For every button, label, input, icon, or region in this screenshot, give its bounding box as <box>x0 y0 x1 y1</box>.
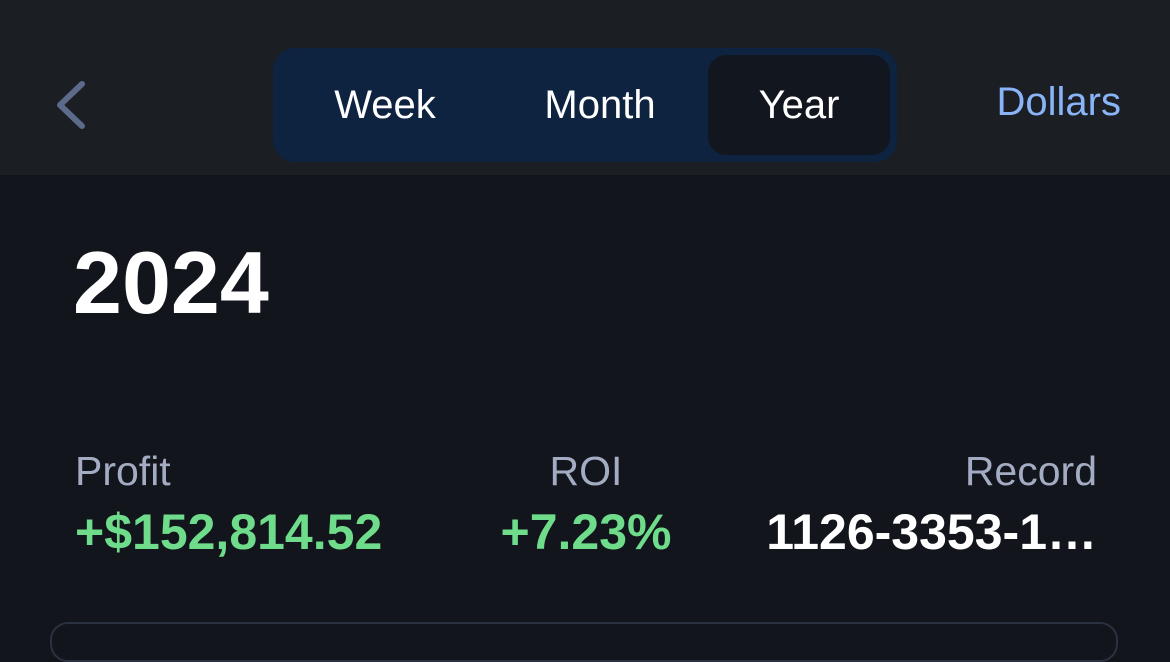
stat-label: Profit <box>75 448 171 494</box>
top-bar: Week Month Year Dollars <box>0 0 1170 175</box>
stat-label: Record <box>964 448 1097 494</box>
stat: Profit +$152,814.52 <box>75 448 382 561</box>
card <box>50 622 1118 662</box>
stat-value: 1126-3353-1… <box>766 504 1097 560</box>
stat-value: +$152,814.52 <box>75 504 383 560</box>
segment-tab[interactable]: Month <box>544 83 656 127</box>
unit-button[interactable]: Dollars <box>996 80 1121 124</box>
segment-tab[interactable]: Year <box>708 55 890 155</box>
stat: ROI +7.23% <box>436 448 736 561</box>
period-title: 2024 <box>73 233 269 332</box>
segment-tab[interactable]: Week <box>334 83 436 127</box>
stat: Record 1126-3353-1… <box>766 448 1097 561</box>
stat-label: ROI <box>549 448 623 494</box>
period-selector: Week Month Year <box>273 48 897 162</box>
back-button[interactable] <box>50 78 90 132</box>
stat-value: +7.23% <box>500 504 672 560</box>
